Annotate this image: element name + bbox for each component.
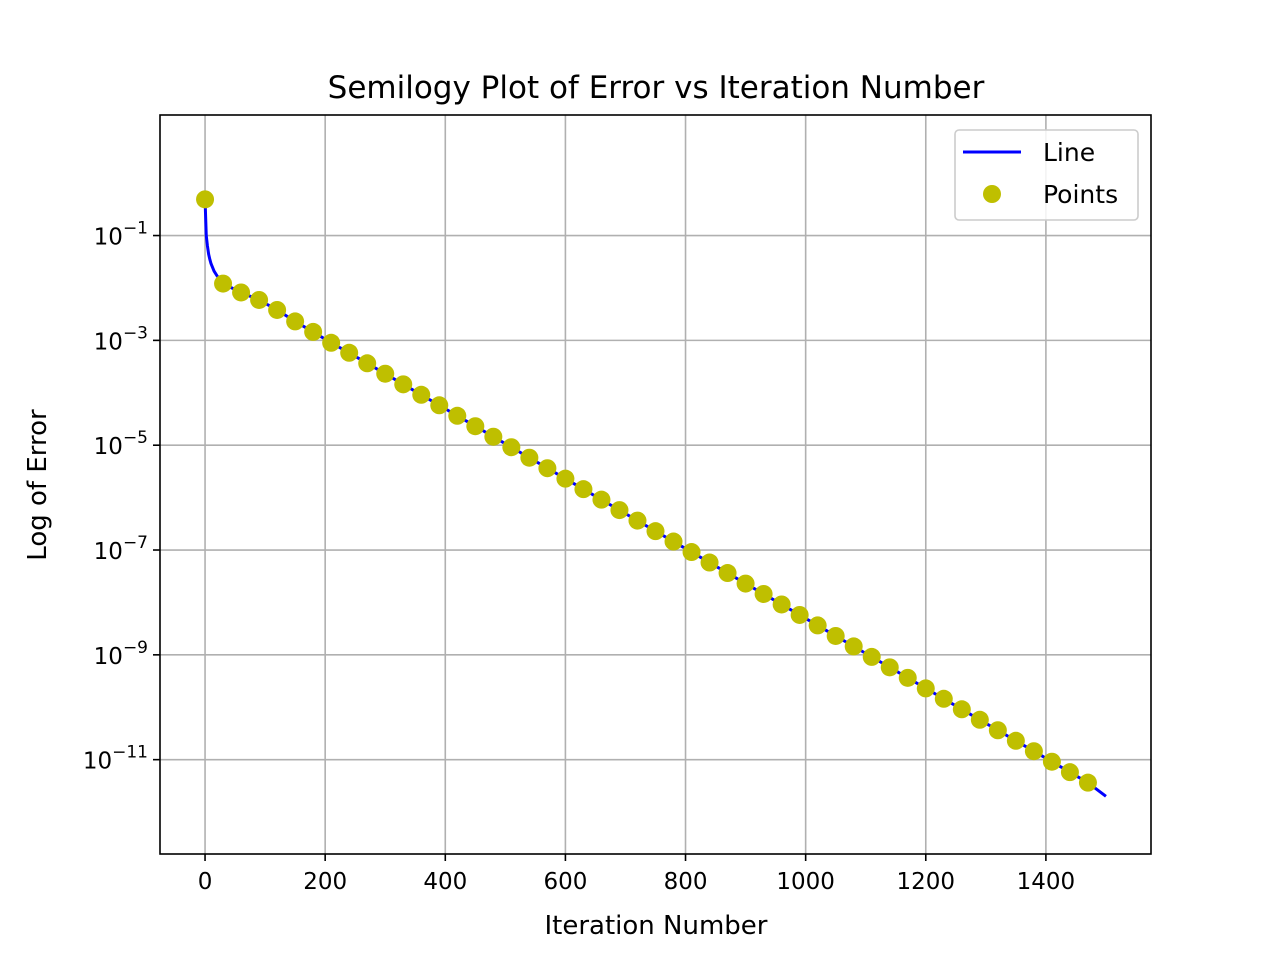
data-point [466, 417, 485, 436]
data-point [232, 283, 251, 302]
x-axis-label: Iteration Number [545, 911, 768, 941]
data-point [250, 290, 269, 309]
data-point [916, 679, 935, 698]
data-point [1042, 752, 1061, 771]
data-point [844, 637, 863, 656]
data-point [286, 312, 305, 331]
data-point [304, 322, 323, 341]
data-point [1006, 731, 1025, 750]
data-point [502, 438, 521, 457]
data-point [628, 511, 647, 530]
data-point [736, 574, 755, 593]
data-point [412, 385, 431, 404]
data-point [574, 480, 593, 499]
plot-frame [159, 114, 1152, 855]
data-point [682, 543, 701, 562]
legend-label-line: Line [1043, 138, 1095, 167]
y-tick-label: 10−1 [94, 219, 148, 251]
data-point [664, 532, 683, 551]
x-tick-label: 1000 [776, 869, 835, 895]
data-point [790, 605, 809, 624]
data-point [448, 406, 467, 425]
x-tick-label: 1200 [896, 869, 955, 895]
x-tick-label: 0 [198, 869, 213, 895]
x-tick-label: 800 [664, 869, 708, 895]
data-point [862, 647, 881, 666]
x-tick-label: 600 [543, 869, 587, 895]
x-tick-label: 200 [303, 869, 347, 895]
data-point [610, 501, 629, 520]
data-point [970, 710, 989, 729]
data-point [268, 300, 287, 319]
data-point [772, 595, 791, 614]
data-point [646, 522, 665, 541]
data-point [808, 616, 827, 635]
data-point [430, 396, 449, 415]
data-point [1060, 763, 1079, 782]
data-point [880, 658, 899, 677]
data-point [934, 689, 953, 708]
y-tick-label: 10−5 [94, 428, 148, 460]
data-point [1078, 773, 1097, 792]
data-point [322, 333, 341, 352]
data-point [484, 427, 503, 446]
data-point [340, 343, 359, 362]
data-point [214, 274, 233, 293]
legend-label-points: Points [1043, 180, 1118, 209]
x-tick-label: 1400 [1017, 869, 1076, 895]
data-point [358, 354, 377, 373]
data-point [1024, 742, 1043, 761]
data-point [700, 553, 719, 572]
plot-content [196, 190, 1107, 798]
data-point [538, 459, 557, 478]
data-point [556, 469, 575, 488]
y-tick-label: 10−11 [83, 743, 148, 775]
chart-title: Semilogy Plot of Error vs Iteration Numb… [328, 70, 985, 106]
data-point [376, 364, 395, 383]
y-axis-label: Log of Error [23, 409, 53, 561]
ticks: 0 200 400 600 800 1000 1200 1400 10−1 10−3 10−5 10−… [83, 219, 1075, 895]
data-point [952, 700, 971, 719]
data-point [196, 190, 215, 209]
x-tick-label: 400 [423, 869, 467, 895]
data-point [898, 668, 917, 687]
data-point [754, 584, 773, 603]
data-point [592, 490, 611, 509]
data-point [988, 721, 1007, 740]
legend-points-swatch [983, 185, 1001, 203]
data-point [394, 375, 413, 394]
legend: Line Points [954, 129, 1139, 221]
data-point [520, 448, 539, 467]
grid [160, 115, 1151, 854]
y-tick-label: 10−9 [94, 638, 148, 670]
data-point [826, 626, 845, 645]
y-tick-label: 10−3 [94, 323, 148, 355]
data-point [718, 564, 737, 583]
y-tick-label: 10−7 [94, 533, 148, 565]
